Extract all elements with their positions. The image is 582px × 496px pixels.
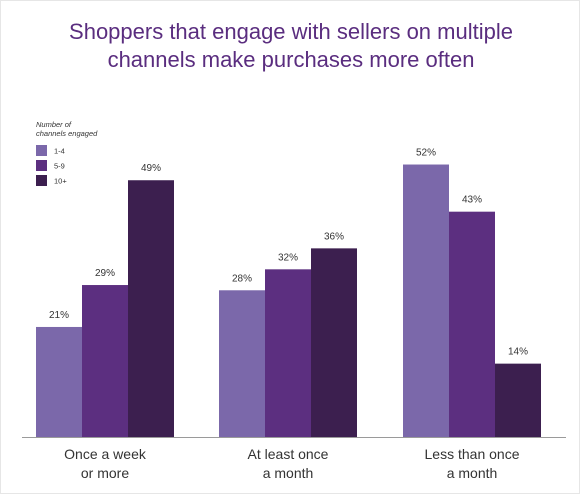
legend-label-5-9: 5-9 [54, 162, 65, 171]
bar-10+-3 [495, 363, 541, 437]
data-label-5-9-3: 43% [462, 195, 482, 206]
category-label-3-line-2: a month [447, 465, 498, 481]
data-label-1-4-3: 52% [416, 148, 436, 159]
legend-swatch-5-9 [36, 160, 47, 171]
category-label-1-line-1: Once a week [64, 446, 147, 462]
bar-1-4-3 [403, 164, 449, 437]
data-label-10+-1: 49% [141, 163, 161, 174]
data-label-10+-2: 36% [324, 231, 344, 242]
category-label-2-line-2: a month [263, 465, 314, 481]
legend-title-line-1: Number of [36, 120, 72, 129]
bar-10+-2 [311, 248, 357, 437]
data-label-5-9-2: 32% [278, 252, 298, 263]
bar-5-9-1 [82, 285, 128, 437]
chart-title-line-2: channels make purchases more often [107, 47, 475, 72]
data-label-5-9-1: 29% [95, 268, 115, 279]
legend-title-line-2: channels engaged [36, 129, 98, 138]
legend-swatch-10+ [36, 175, 47, 186]
category-label-1-line-2: or more [81, 465, 129, 481]
bar-1-4-1 [36, 326, 82, 437]
category-label-2-line-1: At least once [248, 446, 329, 462]
chart-title: Shoppers that engage with sellers on mul… [0, 18, 582, 74]
data-label-10+-3: 14% [508, 347, 528, 358]
bar-5-9-2 [265, 269, 311, 437]
chart-title-line-1: Shoppers that engage with sellers on mul… [69, 19, 513, 44]
category-label-3-line-1: Less than once [425, 446, 520, 462]
bar-1-4-2 [219, 290, 265, 437]
bar-5-9-3 [449, 211, 495, 437]
legend-swatch-1-4 [36, 145, 47, 156]
data-label-1-4-2: 28% [232, 273, 252, 284]
legend-label-10+: 10+ [54, 177, 67, 186]
data-label-1-4-1: 21% [49, 310, 69, 321]
bar-10+-1 [128, 180, 174, 438]
legend-label-1-4: 1-4 [54, 147, 65, 156]
